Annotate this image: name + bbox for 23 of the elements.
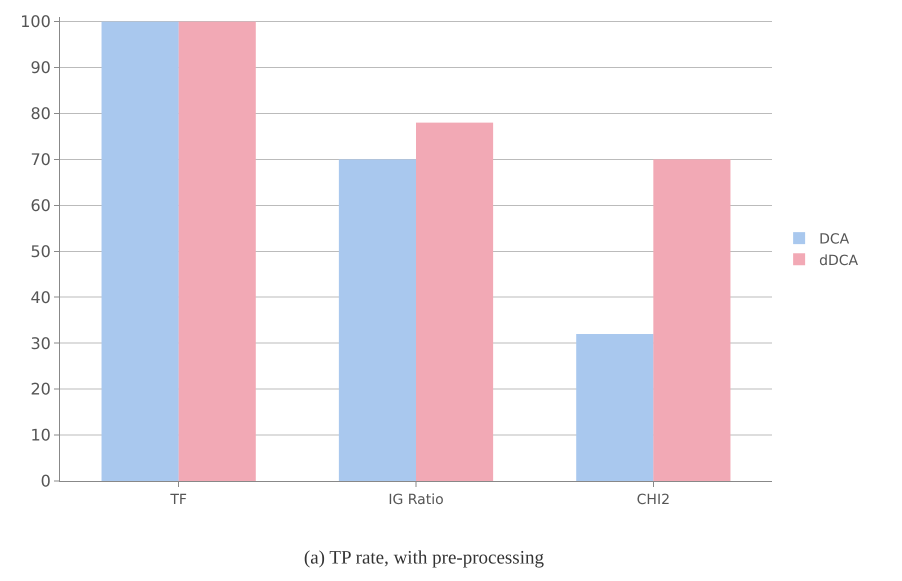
- y-tick-label: 30: [30, 334, 51, 353]
- x-tick-label: IG Ratio: [388, 492, 444, 508]
- bar: [576, 334, 654, 481]
- legend-label: dDCA: [819, 252, 859, 269]
- y-tick-label: 0: [40, 472, 51, 491]
- legend-label: DCA: [819, 232, 850, 248]
- y-tick-label: 20: [30, 380, 51, 399]
- x-tick-label: TF: [169, 492, 187, 508]
- bar: [653, 159, 730, 481]
- y-tick-label: 100: [20, 12, 51, 32]
- bar: [338, 159, 416, 481]
- y-tick-label: 10: [30, 426, 51, 445]
- y-tick-label: 90: [30, 58, 51, 78]
- bar: [102, 22, 179, 481]
- text: (a) TP rate, with pre-processing: [304, 548, 544, 569]
- y-tick-label: 50: [30, 242, 51, 261]
- y-tick-label: 40: [30, 288, 51, 307]
- y-tick-label: 70: [30, 150, 51, 170]
- y-tick-label: 60: [30, 196, 51, 215]
- x-tick-label: CHI2: [636, 492, 670, 508]
- y-tick-label: 80: [30, 104, 51, 124]
- bar: [416, 122, 494, 481]
- bar: [178, 22, 256, 481]
